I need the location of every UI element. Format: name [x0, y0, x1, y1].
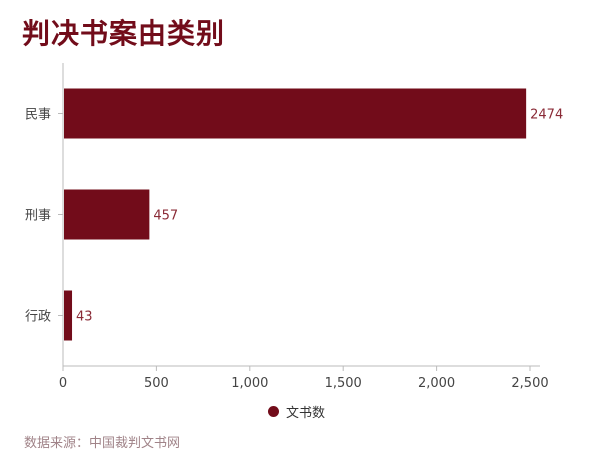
- bar-value-label: 43: [76, 310, 93, 325]
- y-category-label: 民事: [25, 108, 51, 123]
- x-tick-label: 1,500: [325, 376, 362, 391]
- x-tick-label: 2,000: [418, 376, 455, 391]
- legend-marker-icon: [268, 406, 279, 417]
- bar-3[interactable]: [64, 290, 73, 341]
- x-tick-label: 500: [144, 376, 169, 391]
- chart-title: 判决书案由类别: [22, 17, 226, 50]
- bar-value-label: 457: [153, 209, 178, 224]
- x-tick-label: 2,500: [511, 376, 548, 391]
- bar-1[interactable]: [64, 88, 527, 139]
- x-tick-label: 1,000: [231, 376, 268, 391]
- legend-label: 文书数: [286, 406, 326, 421]
- y-category-label: 刑事: [25, 209, 51, 224]
- y-category-label: 行政: [25, 310, 51, 325]
- bar-value-label: 2474: [530, 108, 563, 123]
- bar-2[interactable]: [64, 189, 150, 240]
- legend[interactable]: 文书数: [268, 402, 325, 421]
- x-tick-label: 0: [59, 376, 67, 391]
- data-source-note: 数据来源：中国裁判文书网: [24, 436, 181, 451]
